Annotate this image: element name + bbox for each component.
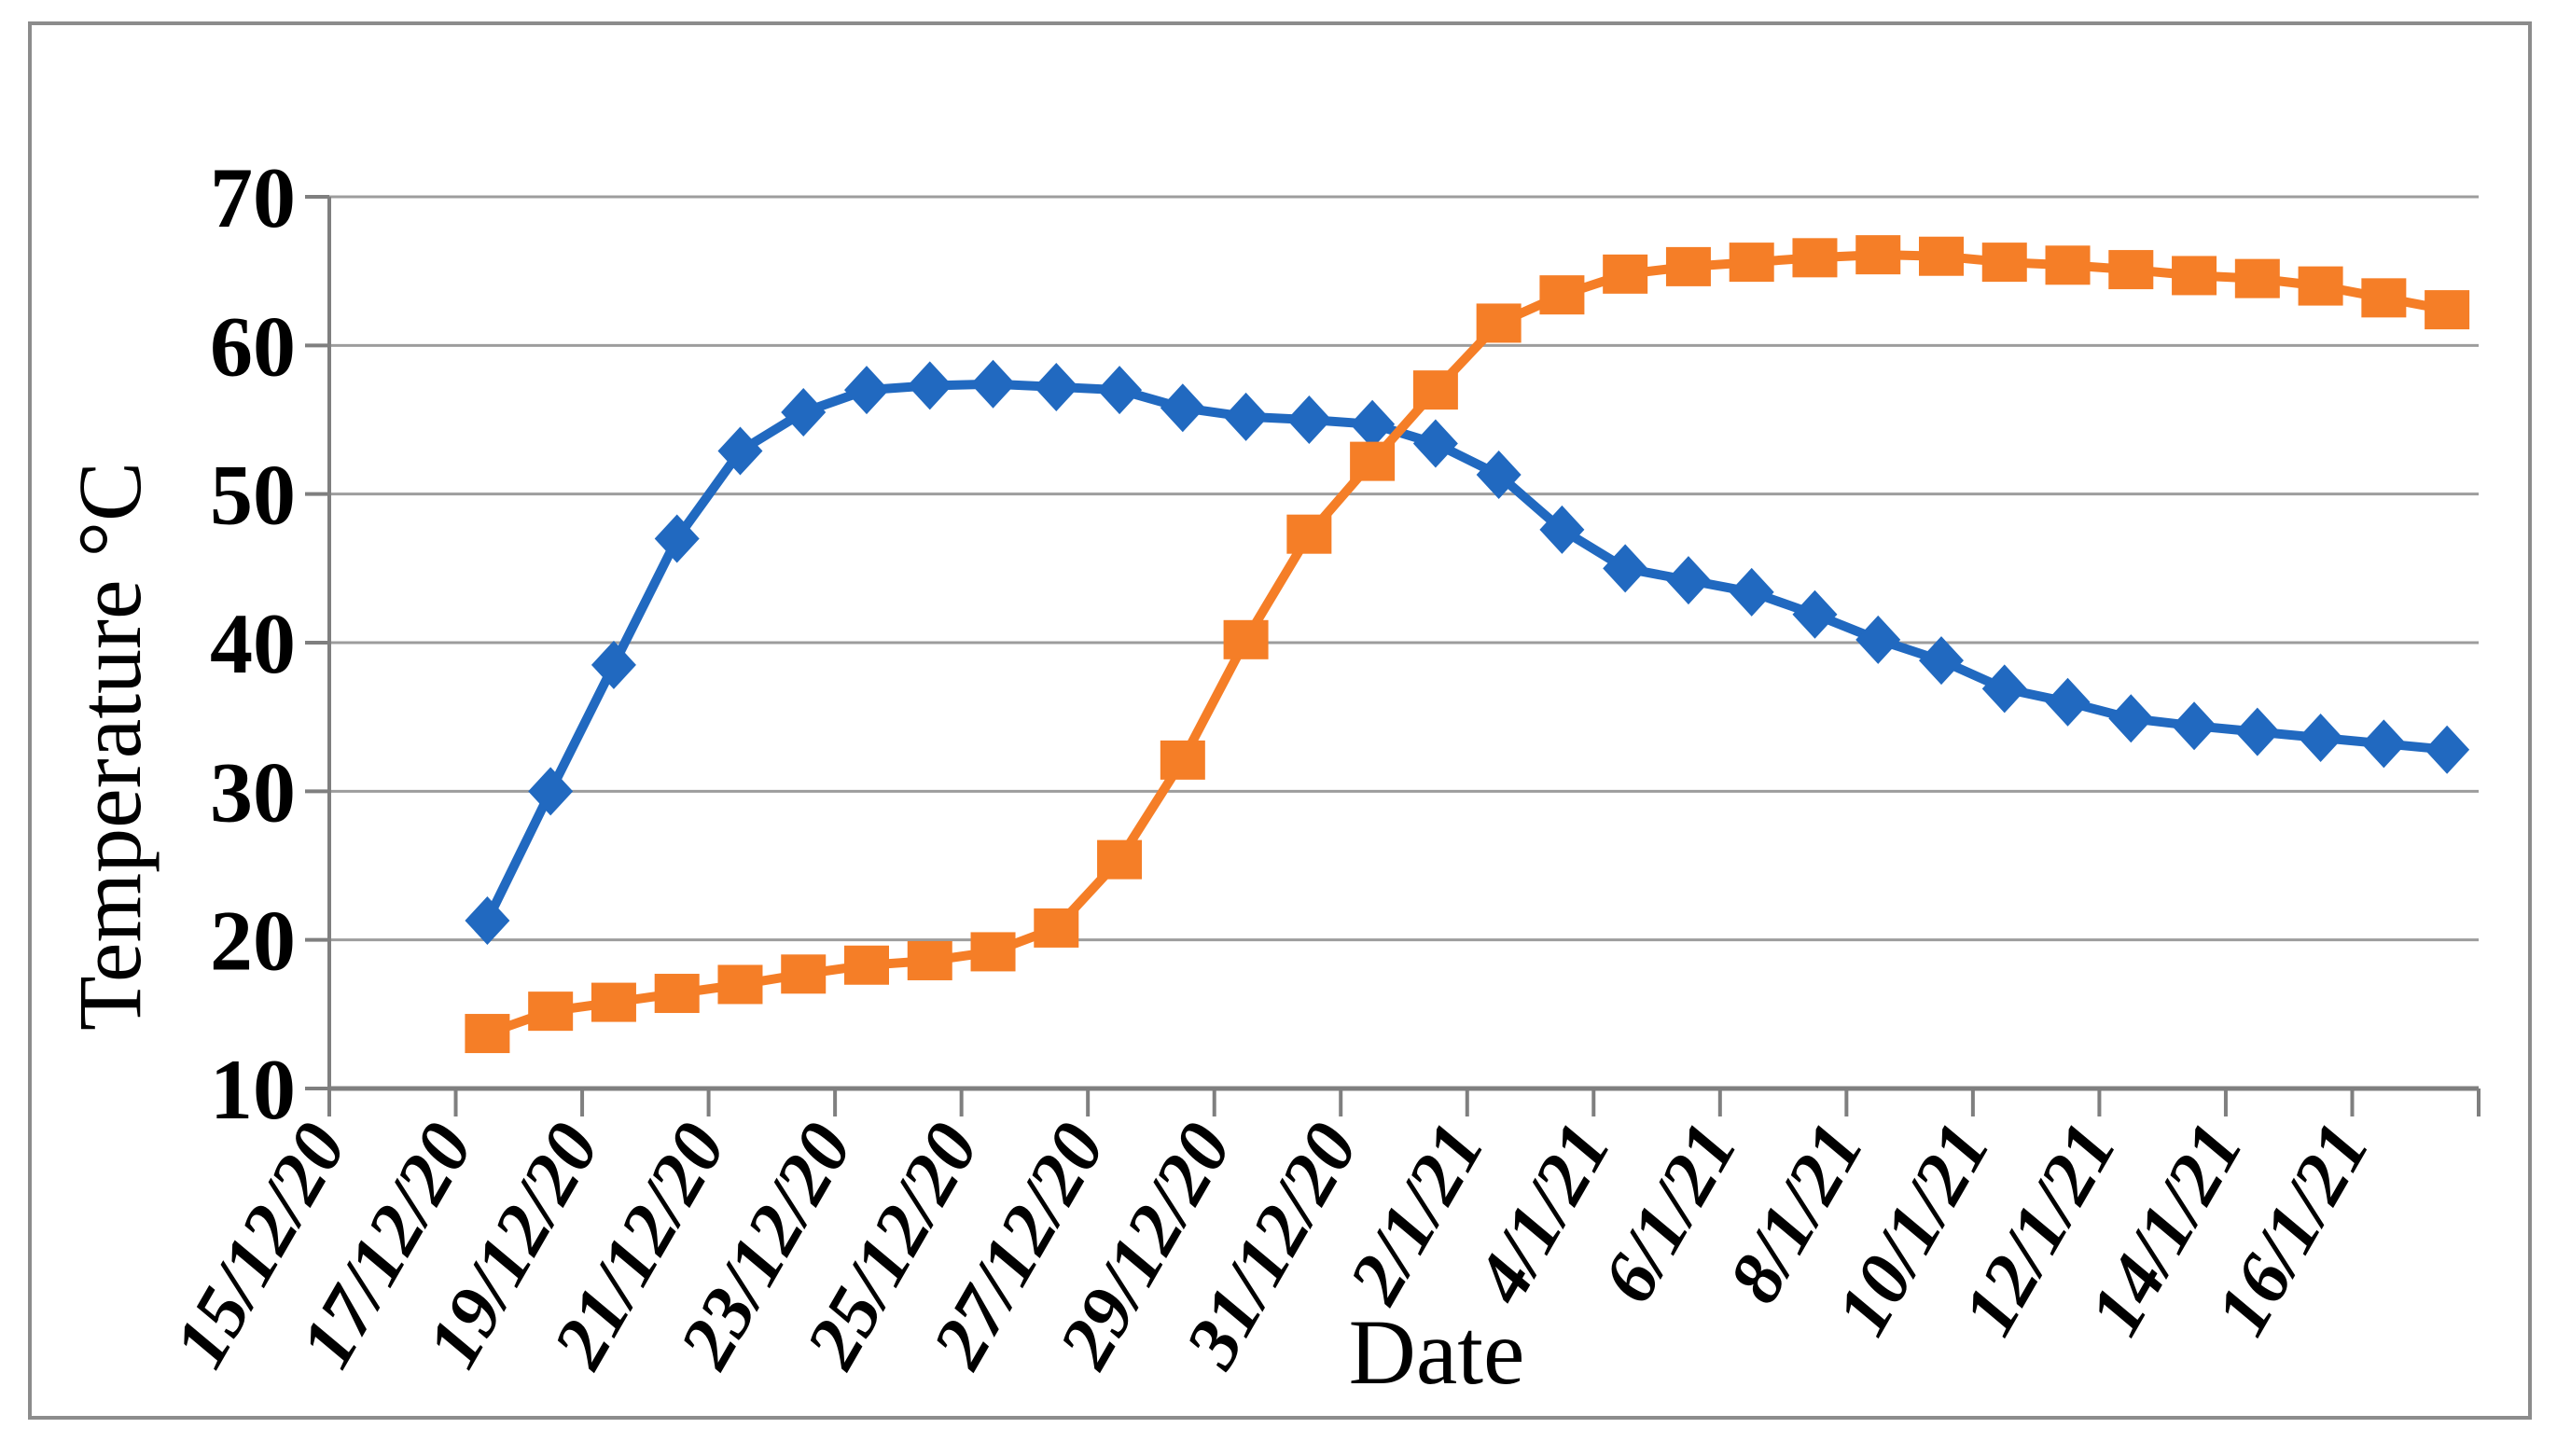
gridlines [329, 195, 2479, 942]
orange-square-series-point-29/12/20 [1223, 619, 1269, 659]
orange-square-series-point-25/12/20 [970, 932, 1016, 972]
orange-square-series-point-10/1/21 [1981, 243, 2027, 283]
blue-diamond-series-point-4/1/21 [1603, 544, 1648, 593]
orange-square-series-point-21/12/20 [717, 964, 763, 1005]
blue-diamond-series-point-24/12/20 [907, 361, 952, 410]
blue-diamond-series-point-17/12/20 [465, 895, 510, 945]
blue-diamond-series-point-27/12/20 [1097, 366, 1143, 415]
blue-diamond-series-point-30/12/20 [1286, 395, 1332, 444]
blue-diamond-series-point-8/1/21 [1855, 615, 1901, 664]
blue-diamond-series-point-2/1/21 [1476, 450, 1522, 499]
orange-square-series-point-7/1/21 [1792, 238, 1838, 278]
orange-square-series-point-14/1/21 [2234, 258, 2280, 298]
blue-diamond-series-point-11/1/21 [2045, 677, 2091, 727]
blue-diamond-series-point-20/12/20 [654, 514, 700, 563]
orange-square-series-point-26/12/20 [1034, 908, 1079, 948]
orange-square-series-point-17/1/21 [2425, 290, 2470, 330]
orange-square-series-point-6/1/21 [1729, 243, 1774, 283]
x-axis-title: Date [1349, 1300, 1525, 1404]
blue-diamond-series-point-28/12/20 [1160, 383, 1205, 433]
blue-diamond-series-point-22/12/20 [781, 388, 827, 437]
y-axis-title: Temperature °C [60, 462, 160, 1031]
orange-square-series-point-20/12/20 [654, 974, 700, 1014]
orange-square-series-point-2/1/21 [1476, 303, 1522, 343]
blue-diamond-series-point-21/12/20 [717, 426, 763, 476]
orange-square-series-point-16/1/21 [2361, 278, 2407, 318]
blue-diamond-series-point-1/1/21 [1412, 419, 1458, 468]
orange-square-series-point-27/12/20 [1097, 839, 1143, 880]
orange-square-series-point-12/1/21 [2108, 250, 2154, 290]
orange-square-series-point-23/12/20 [844, 945, 889, 985]
y-tick-label-20: 20 [210, 894, 296, 989]
orange-square-series-point-24/12/20 [907, 940, 952, 980]
y-tick-label-70: 70 [210, 150, 296, 245]
orange-square-series-point-8/1/21 [1855, 235, 1901, 275]
blue-diamond-series-point-16/1/21 [2361, 719, 2407, 769]
y-tick-label-60: 60 [210, 298, 296, 394]
blue-diamond-series-point-18/12/20 [528, 767, 574, 816]
orange-square-series-point-13/1/21 [2172, 256, 2217, 296]
blue-diamond-series-point-15/1/21 [2298, 713, 2343, 762]
orange-square-series-point-3/1/21 [1539, 275, 1585, 315]
blue-diamond-series-point-14/1/21 [2234, 707, 2280, 756]
orange-square-series-point-17/12/20 [465, 1014, 510, 1054]
orange-square-series-point-4/1/21 [1603, 254, 1648, 294]
orange-square-series-point-9/1/21 [1919, 236, 1964, 276]
blue-diamond-series-point-10/1/21 [1981, 664, 2027, 714]
blue-diamond-series-point-13/1/21 [2172, 701, 2217, 751]
orange-square-series-point-18/12/20 [528, 991, 574, 1032]
y-tick-label-10: 10 [210, 1042, 296, 1137]
blue-diamond-series-point-9/1/21 [1919, 636, 1964, 686]
blue-diamond-series-point-29/12/20 [1223, 392, 1269, 441]
orange-square-series-point-28/12/20 [1160, 740, 1205, 780]
blue-diamond-series-point-31/12/20 [1350, 399, 1396, 449]
blue-diamond-series-point-23/12/20 [844, 366, 889, 415]
orange-square-series-point-5/1/21 [1665, 246, 1711, 286]
blue-diamond-series-point-17/1/21 [2425, 725, 2470, 774]
orange-square-series-point-31/12/20 [1350, 441, 1396, 481]
blue-diamond-series-point-6/1/21 [1729, 567, 1774, 617]
orange-square-series-point-1/1/21 [1412, 370, 1458, 410]
orange-square-series-point-22/12/20 [781, 954, 827, 994]
orange-square-series-point-30/12/20 [1286, 514, 1332, 554]
blue-diamond-series-point-26/12/20 [1034, 362, 1079, 411]
blue-diamond-series-point-7/1/21 [1792, 589, 1838, 639]
blue-diamond-series-point-3/1/21 [1539, 505, 1585, 554]
y-tick-label-30: 30 [210, 744, 296, 839]
blue-diamond-series-point-25/12/20 [970, 359, 1016, 409]
series-markers [465, 235, 2470, 1054]
y-tick-label-40: 40 [210, 596, 296, 691]
blue-diamond-series-point-12/1/21 [2108, 694, 2154, 743]
orange-square-series-point-19/12/20 [591, 982, 636, 1022]
orange-square-series-point-11/1/21 [2045, 245, 2091, 285]
orange-square-series-point-15/1/21 [2298, 266, 2343, 306]
blue-diamond-series-point-5/1/21 [1665, 556, 1711, 605]
blue-diamond-series-point-19/12/20 [591, 640, 636, 689]
axes [305, 195, 2481, 1116]
y-tick-label-50: 50 [210, 448, 296, 543]
